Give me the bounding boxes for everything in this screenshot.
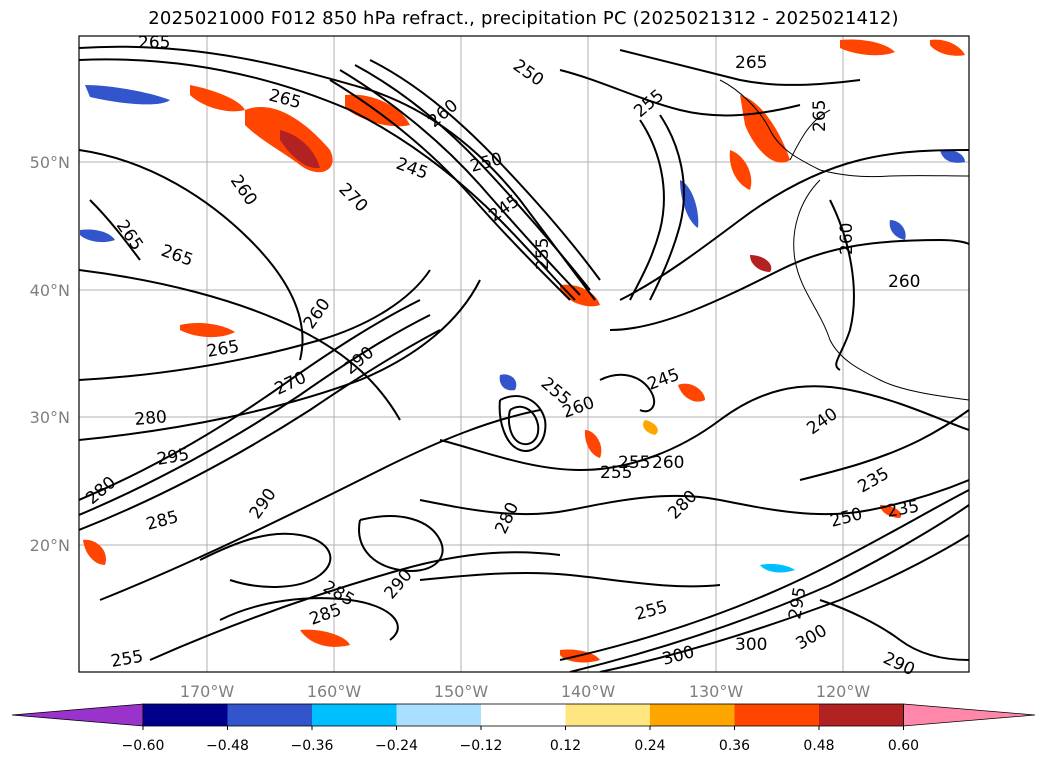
contour-label: 255 xyxy=(618,453,650,473)
colorbar-tick-label: 0.24 xyxy=(634,738,665,754)
colorbar-tick-label: −0.60 xyxy=(122,738,165,754)
colorbar-tick-label: 0.12 xyxy=(550,738,581,754)
lon-label: 160°W xyxy=(307,682,362,701)
contour-label: 265 xyxy=(138,33,170,53)
map-area xyxy=(79,36,969,672)
contour-label: 260 xyxy=(652,453,684,473)
contour-label: 280 xyxy=(134,407,168,430)
colorbar-bin xyxy=(312,704,397,726)
colorbar-tick-label: 0.48 xyxy=(803,738,834,754)
lat-label: 50°N xyxy=(30,153,70,172)
colorbar-outline xyxy=(142,703,904,727)
colorbar-tick-label: −0.12 xyxy=(460,738,503,754)
precip-shading xyxy=(80,39,965,663)
lon-label: 120°W xyxy=(816,682,871,701)
lon-label: 140°W xyxy=(561,682,616,701)
colorbar-bin xyxy=(396,704,482,726)
contour-label: 300 xyxy=(735,635,767,655)
colorbar-extend-high xyxy=(903,703,1036,727)
graticule xyxy=(79,36,969,672)
colorbar: −0.60 −0.48 −0.36 −0.24 −0.12 0.12 0.24 0.36 0.4… xyxy=(11,703,1036,754)
contour-label: 265 xyxy=(735,53,767,73)
lon-label: 170°W xyxy=(180,682,235,701)
colorbar-bin xyxy=(227,704,313,726)
map-frame xyxy=(78,35,970,673)
lat-labels: 50°N 40°N 30°N 20°N xyxy=(30,153,70,555)
colorbar-bin xyxy=(819,704,904,726)
coastlines xyxy=(719,79,969,401)
lon-label: 150°W xyxy=(434,682,489,701)
colorbar-tick-label: −0.36 xyxy=(291,738,334,754)
contour-label: 260 xyxy=(888,272,920,292)
colorbar-tick-label: −0.48 xyxy=(206,738,249,754)
lat-label: 30°N xyxy=(30,408,70,427)
colorbar-bin xyxy=(143,704,228,726)
colorbar-bin xyxy=(734,704,820,726)
colorbar-extend-low xyxy=(11,703,144,727)
colorbar-tick-label: 0.60 xyxy=(888,738,919,754)
contour-label: 255 xyxy=(600,463,632,483)
colorbar-bin xyxy=(565,704,651,726)
colorbar-bin xyxy=(481,704,566,726)
colorbar-tick-label: 0.36 xyxy=(719,738,750,754)
colorbar-bin xyxy=(650,704,735,726)
lon-labels: 170°W 160°W 150°W 140°W 130°W 120°W xyxy=(180,682,871,701)
contour-label: 260 xyxy=(837,223,857,255)
lat-label: 40°N xyxy=(30,281,70,300)
lon-label: 130°W xyxy=(689,682,744,701)
lat-label: 20°N xyxy=(30,536,70,555)
refractivity-contours xyxy=(79,45,969,672)
chart-title: 2025021000 F012 850 hPa refract., precip… xyxy=(148,8,899,29)
contour-label: 255 xyxy=(533,238,553,270)
colorbar-tick-label: −0.24 xyxy=(375,738,418,754)
contour-label: 265 xyxy=(810,100,830,132)
